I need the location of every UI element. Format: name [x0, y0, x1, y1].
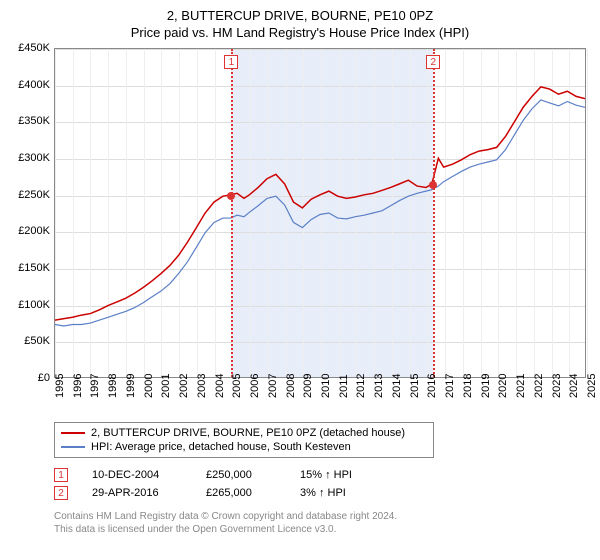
line-series [55, 49, 585, 377]
plot-area: 12 [54, 48, 586, 378]
chart-title: 2, BUTTERCUP DRIVE, BOURNE, PE10 0PZ [10, 8, 590, 23]
legend-swatch [61, 432, 85, 434]
x-axis: 1995199619971998199920002001200220032004… [54, 380, 586, 418]
x-tick-label: 2004 [214, 374, 226, 398]
grid-line-v [587, 49, 588, 377]
y-tick-label: £300K [18, 152, 50, 164]
sale-pct-vs-hpi: 15% ↑ HPI [300, 469, 380, 481]
chart-area: £0 £50K £100K £150K £200K £250K £300K £350K £400… [10, 48, 590, 418]
legend-label: HPI: Average price, detached house, Sout… [91, 441, 351, 453]
sale-marker-dot [429, 181, 437, 189]
footer: Contains HM Land Registry data © Crown c… [54, 510, 590, 536]
series-line [55, 100, 585, 326]
chart-container: 2, BUTTERCUP DRIVE, BOURNE, PE10 0PZ Pri… [0, 0, 600, 540]
y-tick-label: £200K [18, 225, 50, 237]
sale-price: £250,000 [206, 469, 276, 481]
x-tick-label: 2024 [568, 374, 580, 398]
x-tick-label: 2000 [143, 374, 155, 398]
legend-item: HPI: Average price, detached house, Sout… [61, 440, 427, 454]
sales-table: 1 10-DEC-2004 £250,000 15% ↑ HPI 2 29-APR-201… [54, 466, 590, 502]
x-tick-label: 2012 [355, 374, 367, 398]
sale-date: 29-APR-2016 [92, 487, 182, 499]
x-tick-label: 2023 [551, 374, 563, 398]
sale-marker-ref: 1 [54, 468, 68, 482]
sale-marker-line [433, 49, 435, 377]
chart-subtitle: Price paid vs. HM Land Registry's House … [10, 25, 590, 40]
x-tick-label: 2007 [267, 374, 279, 398]
x-tick-label: 2015 [409, 374, 421, 398]
legend-label: 2, BUTTERCUP DRIVE, BOURNE, PE10 0PZ (de… [91, 427, 405, 439]
x-tick-label: 2006 [249, 374, 261, 398]
x-tick-label: 1999 [125, 374, 137, 398]
sale-pct-vs-hpi: 3% ↑ HPI [300, 487, 380, 499]
sale-marker-box: 1 [224, 55, 238, 69]
sale-marker-box: 2 [426, 55, 440, 69]
sale-marker-dot [227, 192, 235, 200]
sale-row: 2 29-APR-2016 £265,000 3% ↑ HPI [54, 484, 590, 502]
x-tick-label: 2011 [338, 374, 350, 398]
x-tick-label: 2005 [231, 374, 243, 398]
x-tick-label: 2021 [515, 374, 527, 398]
y-tick-label: £100K [18, 299, 50, 311]
footer-line-2: This data is licensed under the Open Gov… [54, 523, 590, 536]
y-tick-label: £250K [18, 189, 50, 201]
x-tick-label: 2016 [426, 374, 438, 398]
x-tick-label: 2019 [480, 374, 492, 398]
x-tick-label: 2003 [196, 374, 208, 398]
sale-price: £265,000 [206, 487, 276, 499]
sale-row: 1 10-DEC-2004 £250,000 15% ↑ HPI [54, 466, 590, 484]
footer-line-1: Contains HM Land Registry data © Crown c… [54, 510, 590, 523]
y-tick-label: £350K [18, 115, 50, 127]
x-tick-label: 2025 [586, 374, 598, 398]
x-tick-label: 2008 [285, 374, 297, 398]
x-tick-label: 2020 [497, 374, 509, 398]
legend-swatch [61, 446, 85, 448]
x-tick-label: 1995 [54, 374, 66, 398]
x-tick-label: 1997 [89, 374, 101, 398]
y-axis: £0£50K£100K£150K£200K£250K£300K£350K£400… [10, 48, 54, 378]
y-tick-label: £150K [18, 262, 50, 274]
sale-marker-line [231, 49, 233, 377]
x-tick-label: 2022 [533, 374, 545, 398]
series-line [55, 87, 585, 320]
x-tick-label: 2017 [444, 374, 456, 398]
y-tick-label: £50K [24, 335, 50, 347]
x-tick-label: 2009 [302, 374, 314, 398]
x-tick-label: 2010 [320, 374, 332, 398]
sale-date: 10-DEC-2004 [92, 469, 182, 481]
x-tick-label: 2002 [178, 374, 190, 398]
y-tick-label: £450K [18, 42, 50, 54]
x-tick-label: 2001 [160, 374, 172, 398]
x-tick-label: 2014 [391, 374, 403, 398]
x-tick-label: 1998 [107, 374, 119, 398]
legend: 2, BUTTERCUP DRIVE, BOURNE, PE10 0PZ (de… [54, 422, 434, 458]
legend-item: 2, BUTTERCUP DRIVE, BOURNE, PE10 0PZ (de… [61, 426, 427, 440]
y-tick-label: £0 [38, 372, 50, 384]
x-tick-label: 1996 [72, 374, 84, 398]
x-tick-label: 2013 [373, 374, 385, 398]
y-tick-label: £400K [18, 79, 50, 91]
sale-marker-ref: 2 [54, 486, 68, 500]
x-tick-label: 2018 [462, 374, 474, 398]
